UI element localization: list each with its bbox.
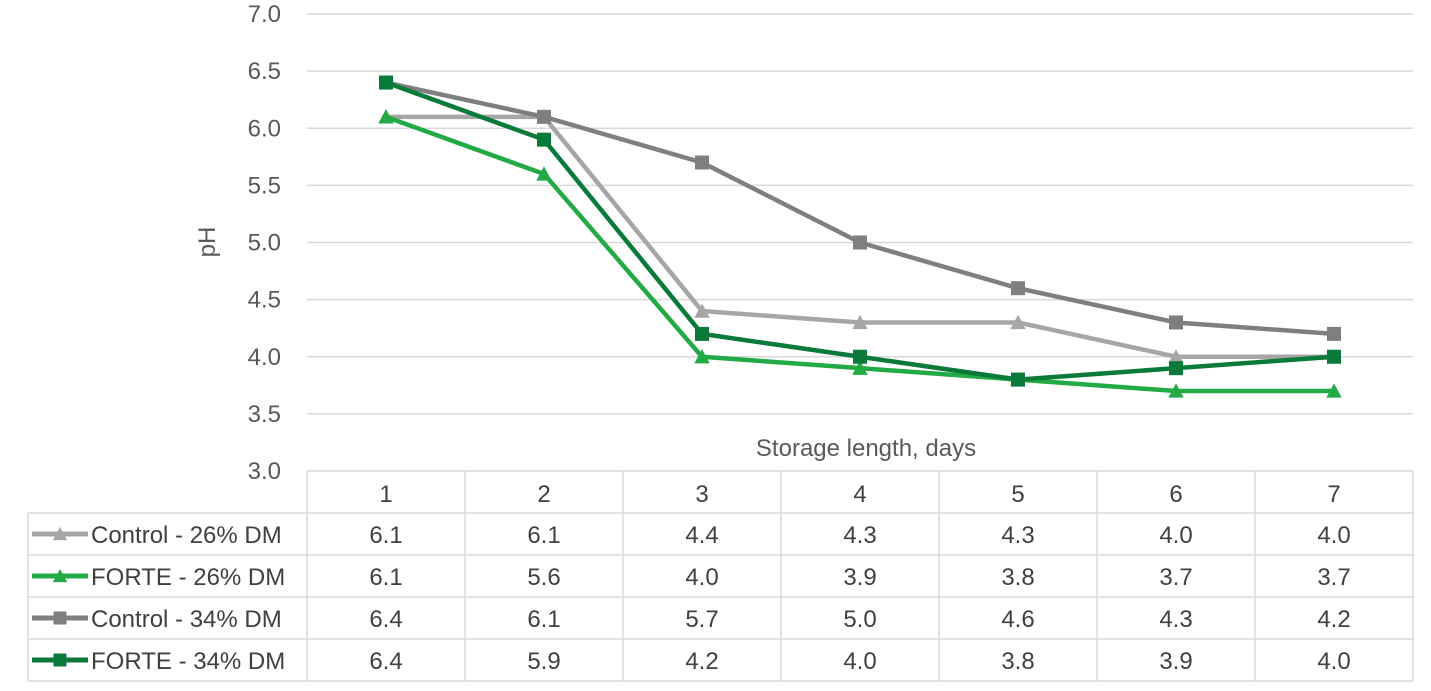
data-point [695,155,709,170]
data-table: 1 2 3 4 5 6 7 Control - 26% DM 6.1 6.1 4.4 4.3 4.3 4.… [27,470,1414,682]
y-tick-label: 4.0 [248,344,281,371]
y-tick-label: 3.5 [248,401,281,428]
data-point [853,235,867,250]
table-value: 6.1 [369,564,402,591]
series-name: FORTE - 26% DM [91,564,285,591]
table-value: 6.1 [527,606,560,633]
x-category-label: 4 [853,481,866,508]
table-value: 3.9 [1159,648,1192,675]
legend-marker [53,611,67,625]
table-value: 3.7 [1317,564,1350,591]
data-point [694,349,710,364]
series-line [385,80,1335,337]
table-value: 6.4 [369,648,402,675]
table-value: 6.4 [369,606,402,633]
data-point [1169,315,1183,330]
x-category-label: 7 [1327,481,1340,508]
x-category-label: 2 [537,481,550,508]
y-axis-label: pH [194,227,221,258]
legend-marker [53,653,67,667]
table-value: 6.1 [527,522,560,549]
x-category-label: 3 [695,481,708,508]
table-value: 4.3 [1159,606,1192,633]
data-point [1011,372,1025,387]
data-point [1327,349,1341,364]
table-value: 4.0 [685,564,718,591]
table-value: 4.4 [685,522,718,549]
table-value: 4.6 [1001,606,1034,633]
legend-marker [52,568,68,583]
data-point [537,109,551,124]
table-value: 4.3 [1001,522,1034,549]
series-4 [379,75,1341,387]
series-name: FORTE - 34% DM [91,648,285,675]
table-value: 5.9 [527,648,560,675]
y-tick-label: 5.0 [248,230,281,257]
y-tick-label: 6.0 [248,115,281,142]
series-lines [378,75,1342,398]
x-axis-label: Storage length, days [756,435,976,462]
data-point [852,360,868,375]
y-tick-label: 4.5 [248,287,281,314]
table-value: 5.7 [685,606,718,633]
table-value: 4.0 [1159,522,1192,549]
data-point [853,349,867,364]
table-value: 4.0 [1317,522,1350,549]
data-point [852,314,868,330]
table-value: 6.1 [369,522,402,549]
data-point [695,326,709,341]
legend-marker [52,526,68,541]
y-tick-label: 5.5 [248,172,281,199]
data-point [1169,361,1183,376]
x-category-label: 6 [1169,481,1182,508]
data-point [536,166,552,181]
table-value: 3.9 [843,564,876,591]
data-point [694,303,710,318]
series-name: Control - 34% DM [91,606,282,633]
table-value: 4.3 [843,522,876,549]
x-category-label: 5 [1011,481,1024,508]
data-point [1326,383,1342,398]
y-tick-label: 6.5 [248,58,281,85]
table-value: 4.2 [685,648,718,675]
y-tick-label: 3.0 [248,458,281,485]
data-point [1011,281,1025,296]
table-value: 3.8 [1001,564,1034,591]
data-point [378,109,394,124]
data-point [1010,314,1026,330]
series-name: Control - 26% DM [91,522,282,549]
table-value: 5.0 [843,606,876,633]
data-point [537,132,551,147]
table-value: 4.2 [1317,606,1350,633]
x-category-label: 1 [379,481,392,508]
table-value: 4.0 [1317,648,1350,675]
table-value: 3.8 [1001,648,1034,675]
table-value: 5.6 [527,564,560,591]
series-line [385,80,1335,382]
table-value: 4.0 [843,648,876,675]
data-point [1168,383,1184,398]
data-point [379,75,393,90]
series-2 [378,109,1342,398]
data-point [1168,349,1184,364]
y-axis-ticks: 7.0 6.5 6.0 5.5 5.0 4.5 4.0 3.5 3.0 [248,1,281,485]
table-value: 3.7 [1159,564,1192,591]
y-tick-label: 7.0 [248,1,281,28]
data-point [1327,326,1341,341]
